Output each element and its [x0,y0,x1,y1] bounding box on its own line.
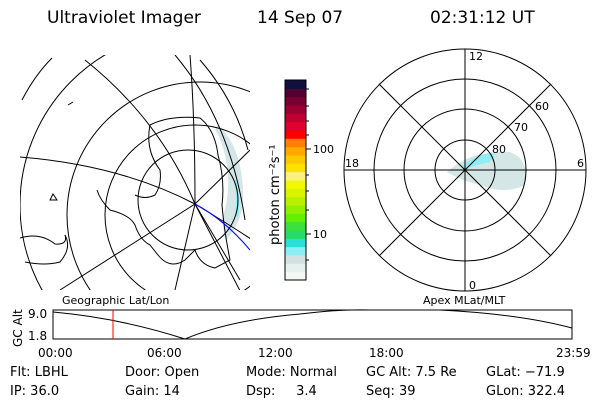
altitude-ytick-1-8: 1.8 [28,329,47,343]
coastline [20,101,231,269]
ip-info: IP: 36.0 [10,384,60,399]
colorbar-band [285,255,306,264]
colorbar-band [285,180,306,189]
colorbar-band [285,138,306,148]
geographic-map [20,55,250,290]
mlt-label-12: 12 [469,50,483,63]
filter-info: Flt: LBHL [10,365,68,380]
lat-label-60: 60 [535,100,549,113]
altitude-xtick: 12:00 [258,346,293,360]
aurora-emission [215,125,244,240]
altitude-xtick: 18:00 [369,346,404,360]
colorbar-band [285,105,306,114]
colorbar-band [285,88,306,98]
colorbar-band [285,271,306,281]
glat-info: GLat: −71.9 [486,365,565,380]
apex-panel-label: Apex MLat/MLT [423,294,506,307]
altitude-ytick-9: 9.0 [28,307,47,321]
gain-info: Gain: 14 [125,384,180,399]
satellite-track [194,203,250,251]
colorbar-band [285,188,306,198]
lat-label-80: 80 [492,143,506,156]
colorbar-band [285,121,306,131]
date-label: 14 Sep 07 [257,8,344,28]
colorbar-band [285,238,306,248]
door-info: Door: Open [125,365,200,380]
polar-emission [447,151,526,190]
colorbar-band [285,130,306,139]
mlt-label-18: 18 [345,157,359,170]
colorbar-band [285,171,306,181]
colorbar-band [285,163,306,173]
altitude-plot-frame [52,309,573,340]
dsp-info: Dsp: 3.4 [246,384,317,399]
instrument-title: Ultraviolet Imager [47,8,201,28]
altitude-xtick: 23:59 [556,346,591,360]
lat-label-70: 70 [514,121,528,134]
altitude-xtick: 00:00 [38,346,73,360]
colorbar-band [285,205,306,214]
polar-plot [343,48,587,292]
colorbar-band [285,196,306,206]
colorbar-band [285,263,306,273]
altitude-curve [52,309,573,340]
colorbar-band [285,80,306,89]
seq-info: Seq: 39 [366,384,416,399]
colorbar-band [285,155,306,164]
colorbar-band [285,146,306,156]
altitude-ylabel: GC Alt [11,309,25,347]
mode-info: Mode: Normal [246,365,337,380]
glon-info: GLon: 322.4 [486,384,566,399]
mlt-label-0: 0 [469,279,476,292]
mlt-label-6: 6 [577,157,584,170]
geographic-panel-label: Geographic Lat/Lon [62,294,169,307]
colorbar-band [285,213,306,223]
colorbar-band [285,230,306,239]
colorbar-tick-100: 100 [313,143,334,156]
colorbar-band [285,221,306,231]
altitude-xtick: 06:00 [147,346,182,360]
time-label: 02:31:12 UT [430,8,535,28]
colorbar-unit-label: photon cm⁻²s⁻¹ [268,144,283,245]
colorbar-ticks [306,88,311,261]
colorbar-band [285,96,306,106]
gc-alt-info: GC Alt: 7.5 Re [366,365,457,380]
colorbar-tick-10: 10 [313,228,327,241]
colorbar [285,80,306,281]
colorbar-frame [284,79,307,281]
colorbar-band [285,113,306,123]
colorbar-band [285,246,306,256]
